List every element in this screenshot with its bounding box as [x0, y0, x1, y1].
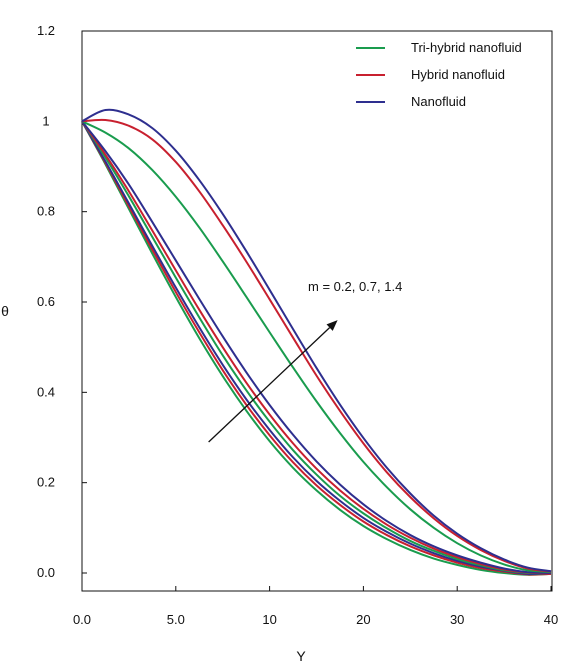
series-lines — [81, 108, 552, 576]
annotation: m = 0.2, 0.7, 1.4 — [208, 279, 402, 443]
annotation-arrow-head — [326, 320, 338, 331]
y-tick-label: 1.2 — [37, 23, 55, 38]
y-tick-label: 1 — [42, 113, 49, 128]
y-axis-label: θ — [1, 303, 9, 319]
series-line — [81, 120, 552, 576]
legend-label: Tri-hybrid nanofluid — [411, 40, 522, 55]
series-line — [81, 120, 552, 574]
series-line — [81, 120, 552, 574]
series-line — [81, 120, 552, 576]
annotation-text: m = 0.2, 0.7, 1.4 — [308, 279, 402, 294]
series-line — [81, 120, 552, 575]
x-tick-label: 40 — [544, 612, 558, 627]
legend: Tri-hybrid nanofluid Hybrid nanofluid Nano… — [356, 40, 522, 109]
x-axis-label: Y — [296, 648, 306, 662]
x-tick-label: 5.0 — [167, 612, 185, 627]
axis-ticks: 0.0 0.2 0.4 0.6 0.8 1 1.2 0.0 5.0 10 20 30 40 — [37, 23, 558, 627]
y-tick-label: 0.6 — [37, 294, 55, 309]
x-tick-label: 20 — [356, 612, 370, 627]
x-tick-label: 30 — [450, 612, 464, 627]
y-tick-label: 0.2 — [37, 475, 55, 490]
y-tick-label: 0.0 — [37, 565, 55, 580]
x-tick-label: 10 — [262, 612, 276, 627]
series-line — [81, 118, 552, 573]
annotation-arrow — [208, 327, 331, 443]
plot-area-frame — [81, 30, 553, 592]
series-line — [81, 108, 552, 573]
legend-label: Nanofluid — [411, 94, 466, 109]
series-line — [81, 120, 552, 576]
x-tick-label: 0.0 — [73, 612, 91, 627]
legend-label: Hybrid nanofluid — [411, 67, 505, 82]
series-line — [81, 120, 552, 575]
y-tick-label: 0.8 — [37, 204, 55, 219]
y-tick-label: 0.4 — [37, 384, 55, 399]
